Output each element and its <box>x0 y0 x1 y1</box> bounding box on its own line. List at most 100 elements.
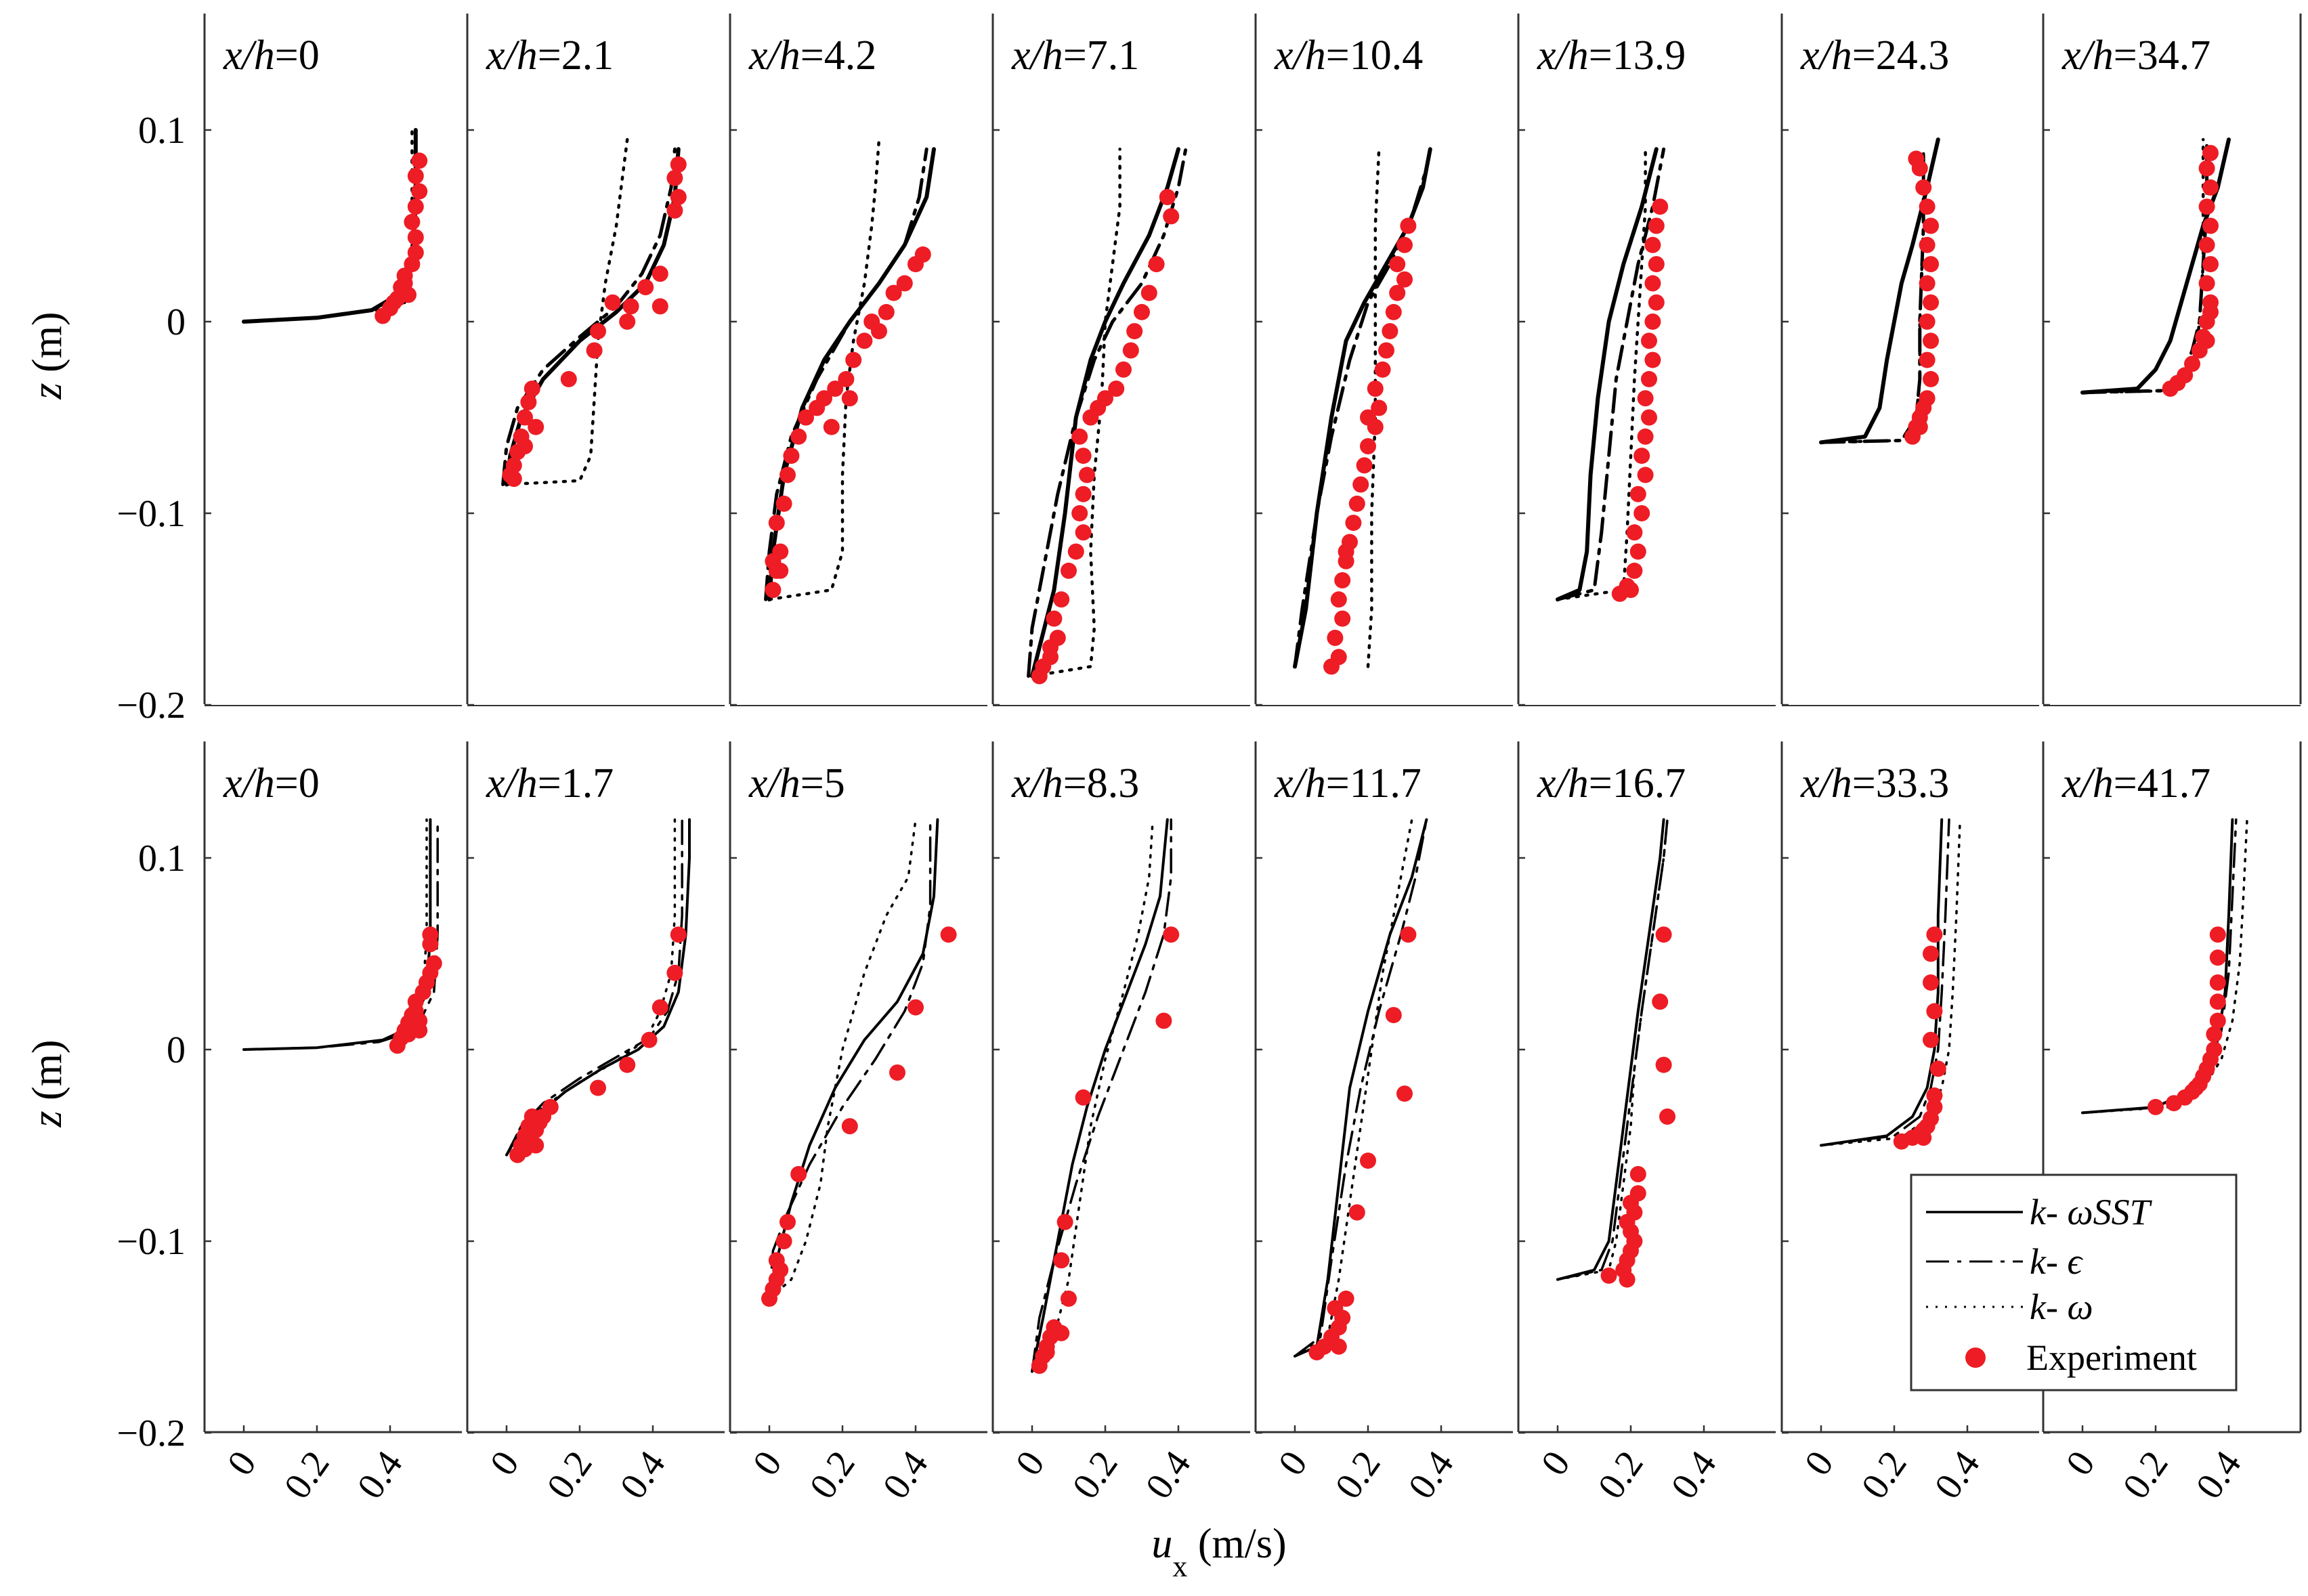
panel-title-var: x/h <box>748 760 800 806</box>
experiment-point <box>2209 974 2226 991</box>
curve-k-omega-sst <box>768 818 939 1300</box>
experiment-point <box>1919 390 1936 407</box>
experiment-point <box>1334 572 1351 588</box>
experiment-point <box>1629 486 1646 502</box>
experiment-point <box>2202 179 2219 196</box>
panel-title-value: =7.1 <box>1063 33 1139 79</box>
experiment-point <box>1385 303 1402 320</box>
panel-row-1: 0.10−0.1−0.2x/h=0 x/h=2.1 x/h=4.2 x/h=7.1 x/… <box>116 14 2302 727</box>
experiment-point <box>1926 1087 1943 1104</box>
experiment-point <box>856 332 873 349</box>
panel-r1-c5: x/h=10.4 <box>1254 14 1513 706</box>
panel-title-value: =10.4 <box>1326 33 1423 79</box>
experiment-point <box>1648 294 1665 311</box>
panel-title-var: x/h <box>748 33 800 79</box>
experiment-point <box>1348 495 1365 512</box>
panel-title: x/h=10.4 <box>1274 33 1423 79</box>
experiment-point <box>407 229 424 246</box>
curve-k-omega-sst <box>1294 818 1428 1358</box>
experiment-point <box>768 515 785 532</box>
experiment-point <box>670 926 687 943</box>
curve-k-epsilon <box>1294 818 1428 1358</box>
panel-title-var: x/h <box>1274 760 1326 806</box>
legend-label: Experiment <box>2026 1337 2197 1378</box>
experiment-point <box>1908 150 1925 167</box>
curve-k-epsilon <box>1556 147 1666 601</box>
panel-title-value: =0 <box>275 33 320 79</box>
legend-label: k- ϵ <box>2030 1241 2083 1282</box>
x-tick-label: 0.2 <box>1854 1444 1915 1507</box>
panel-title: x/h=0 <box>223 760 320 806</box>
y-tick-label: 0.1 <box>138 838 186 880</box>
experiment-point <box>505 457 522 474</box>
experiment-point <box>1400 217 1417 234</box>
experiment-point <box>1637 390 1654 407</box>
experiment-point <box>1648 256 1665 273</box>
experiment-point <box>1926 1098 1943 1115</box>
experiment-point <box>520 393 537 410</box>
experiment-point <box>1923 945 1939 962</box>
experiment-point <box>1079 467 1095 483</box>
curve-k-omega-sst <box>1556 818 1665 1281</box>
experiment-point <box>1633 448 1650 465</box>
experiment-point <box>1655 1056 1672 1073</box>
experiment-point <box>1327 1300 1344 1316</box>
experiment-point <box>2198 160 2215 177</box>
curve-k-omega-sst <box>242 128 418 324</box>
experiment-point <box>404 213 421 230</box>
curve-k-epsilon <box>1819 147 1925 444</box>
experiment-point <box>1919 198 1936 215</box>
experiment-point <box>907 999 924 1016</box>
experiment-point <box>889 1064 905 1081</box>
experiment-point <box>2198 236 2215 253</box>
experiment-point <box>1637 428 1654 445</box>
x-tick-label: 0.4 <box>1401 1444 1462 1507</box>
experiment-point <box>1389 284 1406 301</box>
x-tick-label: 0 <box>482 1444 528 1483</box>
experiment-point <box>1644 314 1661 330</box>
x-tick-label: 0.4 <box>349 1444 411 1507</box>
experiment-point <box>517 409 533 426</box>
experiment-point <box>1038 1344 1055 1361</box>
experiment-point <box>1330 591 1347 608</box>
experiment-point <box>1626 524 1643 541</box>
experiment-point <box>641 1031 658 1048</box>
x-tick-label: 0 <box>1533 1444 1579 1483</box>
curve-k-omega-sst <box>242 818 432 1051</box>
experiment-point <box>407 244 424 261</box>
experiment-point <box>1923 294 1939 311</box>
panel-title-var: x/h <box>1011 33 1063 79</box>
panel-title-var: x/h <box>1011 760 1063 806</box>
panel-title: x/h=11.7 <box>1274 760 1422 806</box>
experiment-point <box>1097 390 1113 407</box>
panel-title-var: x/h <box>2061 760 2114 806</box>
x-axis-label: ux (m/s) <box>1151 1521 1286 1583</box>
experiment-point <box>1075 524 1092 541</box>
y-tick-label: 0 <box>167 301 186 343</box>
experiment-point <box>1126 323 1143 340</box>
experiment-point <box>1148 256 1165 273</box>
experiment-point <box>841 390 858 407</box>
x-tick-label: 0.2 <box>276 1444 338 1507</box>
experiment-point <box>619 314 636 330</box>
experiment-point <box>651 298 668 315</box>
experiment-point <box>1923 370 1939 387</box>
curve-k-omega <box>1819 148 1925 444</box>
panel-title-value: =41.7 <box>2114 760 2210 806</box>
panel-r2-c1: 0.1 0 −0.1 −0.2 x/h=0 0 0.2 0.4 <box>116 741 462 1507</box>
experiment-point <box>1389 256 1406 273</box>
experiment-point <box>1600 1267 1617 1284</box>
axis-label-subscript: x <box>1172 1550 1187 1583</box>
experiment-point <box>790 428 807 445</box>
experiment-point <box>914 246 931 263</box>
experiment-point <box>1633 505 1650 521</box>
panel-title-value: =2.1 <box>538 33 614 79</box>
panel-title-value: =8.3 <box>1063 760 1139 806</box>
panel-title: x/h=4.2 <box>748 33 876 79</box>
experiment-point <box>528 418 544 435</box>
panel-title: x/h=41.7 <box>2061 760 2210 806</box>
experiment-point <box>1122 342 1139 359</box>
curve-k-epsilon <box>1031 818 1172 1373</box>
x-tick-label: 0 <box>219 1444 265 1483</box>
experiment-point <box>1644 236 1661 253</box>
